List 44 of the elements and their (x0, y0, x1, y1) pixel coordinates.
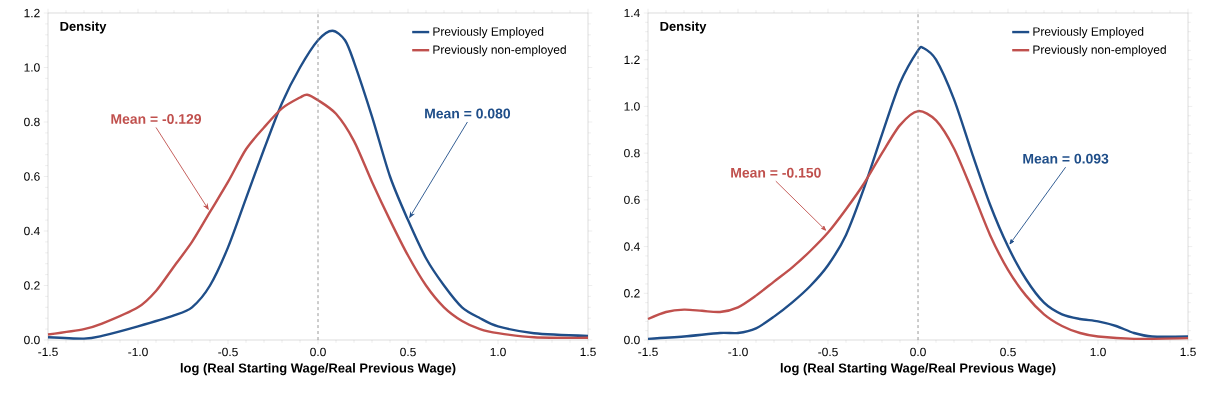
x-tick-label: 0.0 (310, 347, 326, 357)
line-series (46, 93, 590, 340)
y-tick-label: 1.4 (624, 8, 640, 18)
x-tick-label: 1.5 (1180, 347, 1196, 357)
line-series (646, 109, 1190, 341)
y-tick-label: 0.6 (24, 172, 40, 181)
y-tick-label: 0.0 (24, 335, 40, 345)
y-tick-label: 1.0 (624, 102, 640, 111)
y-tick-label: 0.2 (624, 289, 640, 298)
x-tick-label: -1.5 (638, 347, 658, 357)
y-tick-label: 1.2 (24, 8, 40, 18)
x-tick-label: 1.0 (1090, 347, 1106, 357)
x-axis-title: log (Real Starting Wage/Real Previous Wage) (180, 363, 456, 376)
x-tick-label: 0.5 (400, 347, 416, 357)
annotation: Mean = 0.080 (425, 108, 511, 119)
annotation: Mean = 0.093 (1023, 153, 1109, 164)
x-tick-label: 0.0 (910, 347, 926, 357)
legend-label: Previously non-employed (1033, 45, 1166, 57)
y-tick-label: 0.2 (24, 281, 40, 290)
y-tick-label: 0.8 (24, 117, 40, 127)
line-series (646, 46, 1190, 341)
x-axis-title: log (Real Starting Wage/Real Previous Wage) (780, 363, 1056, 376)
y-tick-label: 0.0 (624, 335, 640, 345)
y-tick-label: 0.4 (24, 226, 40, 236)
x-tick-label: 0.5 (1000, 347, 1016, 357)
legend-label: Previously non-employed (433, 45, 566, 57)
y-tick-label: 1.0 (24, 63, 40, 72)
x-tick-label: 1.5 (580, 347, 596, 357)
annotation: Mean = -0.129 (111, 114, 202, 124)
x-tick-label: 1.0 (490, 347, 506, 357)
y-axis-title: Density (60, 21, 107, 34)
y-tick-label: 1.2 (624, 55, 640, 64)
y-axis-title: Density (660, 21, 707, 34)
y-tick-label: 0.6 (624, 195, 640, 205)
x-tick-label: -1.0 (128, 347, 148, 357)
y-tick-label: 0.8 (624, 148, 640, 158)
x-tick-label: -0.5 (218, 347, 238, 357)
x-tick-label: -1.0 (728, 347, 748, 357)
y-tick-label: 0.4 (624, 242, 640, 251)
annotation: Mean = -0.150 (731, 167, 821, 178)
legend-label: Previously Employed (1033, 27, 1144, 39)
legend-label: Previously Employed (433, 27, 544, 39)
x-tick-label: -0.5 (818, 347, 838, 357)
x-tick-label: -1.5 (38, 347, 58, 357)
